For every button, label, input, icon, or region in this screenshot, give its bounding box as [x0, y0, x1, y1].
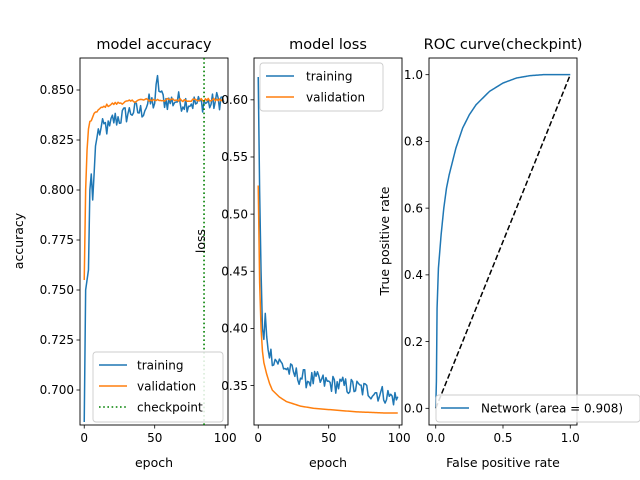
accuracy-ylabel: accuracy: [11, 212, 26, 269]
roc-title: ROC curve(checkpint): [424, 37, 583, 53]
roc-legend: Network (area = 0.908): [435, 394, 640, 423]
roc-ytick-label: 1.0: [404, 68, 423, 82]
loss-title: model loss: [289, 37, 367, 53]
accuracy-ytick-label: 0.700: [40, 383, 74, 397]
roc-ytick-label: 0.8: [404, 135, 423, 149]
accuracy-panel: model accuracy epoch accuracy 0 50 100 0.70…: [11, 37, 237, 470]
loss-ylabel: loss: [193, 229, 208, 253]
accuracy-legend-checkpoint-label: checkpoint: [137, 401, 203, 415]
loss-legend-box: [259, 62, 384, 112]
loss-xlabel: epoch: [309, 455, 347, 470]
roc-lines: [434, 73, 571, 409]
loss-ytick-label: 0.40: [221, 322, 248, 336]
roc-ytick-label: 0.6: [404, 201, 423, 215]
loss-ytick-label: 0.55: [221, 150, 248, 164]
accuracy-ytick-label: 0.850: [40, 83, 74, 97]
accuracy-ytick-label: 0.800: [40, 183, 74, 197]
loss-ytick-label: 0.50: [221, 207, 248, 221]
accuracy-lines: [83, 58, 225, 425]
accuracy-xtick-label: 100: [214, 431, 237, 445]
accuracy-validation-line: [83, 97, 225, 281]
roc-xtick-label: 0.0: [426, 431, 445, 445]
roc-xlabel: False positive rate: [446, 455, 560, 470]
accuracy-xtick-label: 50: [147, 431, 162, 445]
roc-legend-network-label: Network (area = 0.908): [481, 402, 623, 416]
roc-network-line: [434, 73, 571, 409]
roc-xtick-label: 0.5: [493, 431, 512, 445]
accuracy-title: model accuracy: [96, 37, 212, 53]
loss-ytick-label: 0.60: [221, 93, 248, 107]
accuracy-xlabel: epoch: [135, 455, 173, 470]
loss-lines: [257, 76, 399, 414]
roc-ytick-label: 0.2: [404, 335, 423, 349]
accuracy-ytick-label: 0.750: [40, 283, 74, 297]
loss-panel: model loss epoch loss 0 50 100 0.35 0.40 0.45…: [193, 37, 411, 470]
accuracy-xtick-label: 0: [80, 431, 88, 445]
roc-ytick-label: 0.4: [404, 268, 423, 282]
roc-ytick-label: 0.0: [404, 402, 423, 416]
loss-legend: training validation: [259, 62, 384, 112]
roc-xtick-label: 1.0: [561, 431, 580, 445]
accuracy-ytick-label: 0.825: [40, 133, 74, 147]
loss-ticks: 0 50 100 0.35 0.40 0.45 0.50 0.55 0.60: [221, 93, 410, 445]
roc-legend-box: [435, 394, 640, 423]
roc-ticks: 0.0 0.5 1.0 0.0 0.2 0.4 0.6 0.8 1.0: [404, 68, 580, 445]
accuracy-legend-training-label: training: [137, 359, 184, 373]
loss-ytick-label: 0.45: [221, 264, 248, 278]
loss-legend-validation-label: validation: [306, 91, 365, 105]
accuracy-legend: training validation checkpoint: [92, 351, 224, 423]
loss-validation-line: [257, 185, 398, 414]
roc-ylabel: True positive rate: [377, 186, 392, 296]
loss-ytick-label: 0.35: [221, 379, 248, 393]
loss-legend-training-label: training: [306, 70, 353, 84]
loss-xtick-label: 100: [388, 431, 411, 445]
roc-panel: ROC curve(checkpint) False positive rate…: [377, 37, 640, 470]
roc-diagonal-line: [435, 74, 571, 409]
accuracy-legend-box: [92, 351, 224, 423]
accuracy-ytick-label: 0.775: [40, 233, 74, 247]
loss-xtick-label: 50: [321, 431, 336, 445]
loss-axes-frame: [253, 57, 403, 426]
accuracy-axes-frame: [79, 57, 229, 426]
loss-training-line: [257, 76, 399, 406]
accuracy-legend-validation-label: validation: [137, 380, 196, 394]
loss-xtick-label: 0: [254, 431, 262, 445]
accuracy-ytick-label: 0.725: [40, 333, 74, 347]
accuracy-ticks: 0 50 100 0.700 0.725 0.750 0.775 0.800 0.825 0.85…: [40, 83, 237, 445]
